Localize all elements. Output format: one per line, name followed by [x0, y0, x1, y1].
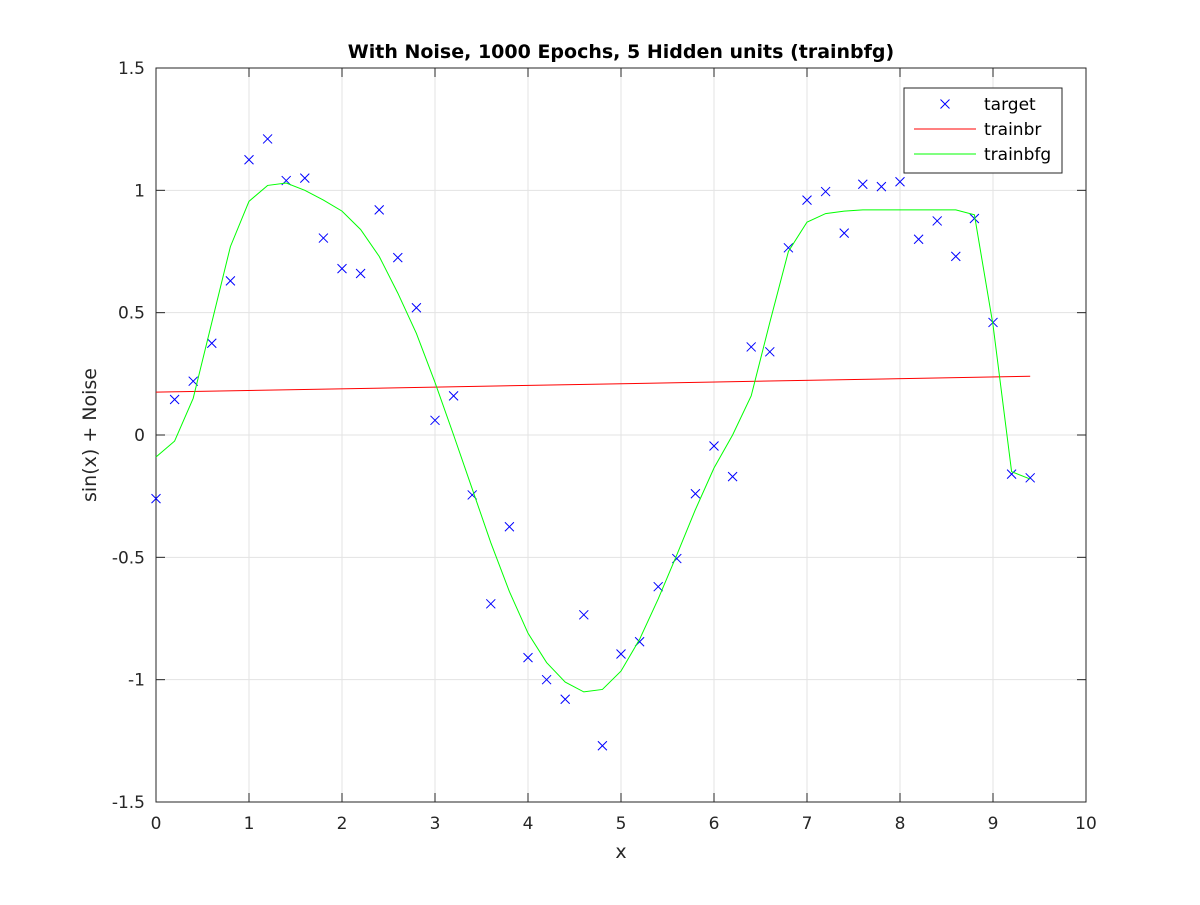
- y-axis-label: sin(x) + Noise: [79, 368, 101, 502]
- series-layer: [151, 134, 1036, 751]
- target-point-marker: [1025, 472, 1036, 483]
- series-markers-target: [151, 134, 1036, 751]
- target-point-marker: [244, 154, 254, 165]
- legend: target trainbr trainbfg: [903, 87, 1063, 174]
- y-tick-label: 1.5: [118, 59, 145, 79]
- target-point-marker: [337, 263, 347, 274]
- target-point-marker: [839, 228, 850, 239]
- x-tick-label: 4: [523, 814, 534, 834]
- x-tick-label: 8: [895, 814, 906, 834]
- y-tick-label: -1: [128, 671, 145, 691]
- y-tick-label: -1.5: [112, 793, 145, 813]
- target-point-marker: [727, 471, 738, 482]
- target-point-marker: [913, 234, 924, 245]
- target-point-marker: [523, 652, 533, 663]
- axis-ticks: [155, 67, 1087, 803]
- target-point-marker: [578, 609, 589, 620]
- target-point-marker: [690, 488, 701, 499]
- target-point-marker: [541, 674, 552, 685]
- target-point-marker: [746, 342, 757, 352]
- y-tick-label: 0: [134, 426, 145, 446]
- x-tick-label: 9: [988, 814, 999, 834]
- x-tick-label: 5: [616, 814, 627, 834]
- target-point-marker: [485, 598, 496, 609]
- target-point-marker: [783, 242, 794, 253]
- target-point-marker: [299, 173, 310, 183]
- x-tick-label: 10: [1075, 814, 1097, 834]
- legend-label-target: target: [984, 95, 1036, 115]
- target-point-marker: [1006, 469, 1017, 480]
- target-point-marker: [616, 649, 626, 659]
- y-tick-label: 1: [134, 181, 145, 201]
- x-tick-label: 0: [151, 814, 162, 834]
- target-point-marker: [151, 493, 161, 504]
- target-point-marker: [969, 213, 980, 224]
- x-tick-label: 7: [802, 814, 813, 834]
- legend-swatch-target: [940, 99, 950, 109]
- target-point-marker: [318, 233, 329, 243]
- series-line-trainbfg: [155, 182, 1031, 693]
- series-line-trainbr: [155, 375, 1031, 393]
- target-point-marker: [206, 338, 217, 349]
- target-point-marker: [820, 186, 831, 197]
- legend-label-trainbr: trainbr: [984, 120, 1041, 140]
- x-tick-label: 3: [430, 814, 441, 834]
- target-point-marker: [560, 694, 571, 705]
- target-point-marker: [504, 521, 515, 532]
- target-point-marker: [374, 205, 385, 215]
- legend-label-trainbfg: trainbfg: [984, 145, 1051, 165]
- tick-labels: 0 1 2 3 4 5 6 7 8 9 10 -1.5 -1 -0.5 0 0.5 1 1.5: [112, 59, 1097, 834]
- target-point-marker: [392, 252, 403, 263]
- target-point-marker: [448, 390, 459, 401]
- target-point-marker: [597, 740, 608, 751]
- target-point-marker: [430, 415, 440, 426]
- target-point-marker: [225, 276, 236, 286]
- target-point-marker: [764, 346, 775, 357]
- chart-title: With Noise, 1000 Epochs, 5 Hidden units …: [348, 41, 894, 63]
- x-tick-label: 2: [337, 814, 348, 834]
- target-point-marker: [653, 581, 664, 592]
- y-tick-label: 0.5: [118, 304, 145, 324]
- target-point-marker: [950, 251, 961, 262]
- target-point-marker: [802, 195, 812, 205]
- x-tick-label: 6: [709, 814, 720, 834]
- y-tick-label: -0.5: [112, 548, 145, 568]
- target-point-marker: [709, 441, 719, 451]
- x-axis-label: x: [615, 841, 626, 863]
- legend-box: [903, 87, 1063, 174]
- target-point-marker: [876, 181, 887, 192]
- target-point-marker: [895, 176, 905, 187]
- target-point-marker: [262, 134, 273, 144]
- target-point-marker: [355, 268, 366, 279]
- x-tick-label: 1: [244, 814, 255, 834]
- target-point-marker: [932, 216, 943, 226]
- target-point-marker: [857, 179, 868, 190]
- target-point-marker: [169, 394, 180, 405]
- target-point-marker: [411, 302, 422, 313]
